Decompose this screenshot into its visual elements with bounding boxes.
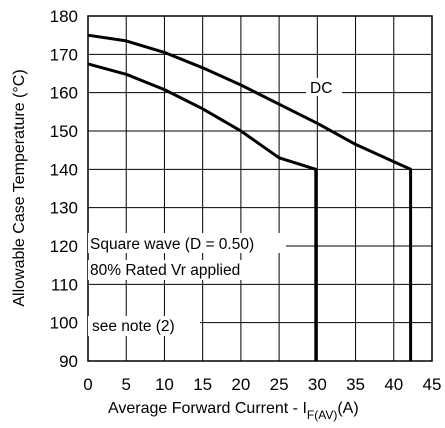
x-axis-title-unit: (A) (337, 400, 358, 417)
y-tick-label: 140 (50, 160, 78, 179)
square-wave-annotation: Square wave (D = 0.50) (90, 236, 254, 253)
x-tick-label: 25 (270, 375, 289, 394)
dc-curve (87, 33, 413, 361)
x-axis-title-main: Average Forward Current - I (108, 400, 307, 417)
y-tick-label: 120 (50, 237, 78, 256)
y-tick-label: 180 (50, 7, 78, 26)
y-tick-label: 90 (59, 352, 78, 371)
y-axis-title: Allowable Case Temperature (°C) (11, 69, 28, 306)
y-tick-label: 130 (50, 199, 78, 218)
square-wave-bg (88, 233, 286, 253)
y-tick-label: 170 (50, 45, 78, 64)
x-tick-label: 40 (384, 375, 403, 394)
tick-labels: 0 5 10 15 20 25 30 35 40 45 90 100 110 120 130 140 150 16… (50, 7, 442, 394)
x-tick-label: 10 (155, 375, 174, 394)
plot-frame (87, 15, 433, 362)
dc-series-label: DC (310, 80, 332, 97)
y-tick-label: 110 (51, 275, 78, 294)
rated-voltage-annotation: 80% Rated Vr applied (90, 262, 240, 279)
square-wave-curve (87, 62, 318, 361)
x-tick-label: 0 (83, 375, 92, 394)
rated-bg (88, 260, 276, 280)
x-axis-title: Average Forward Current - IF(AV)(A) (108, 400, 359, 422)
x-tick-label: 5 (121, 375, 130, 394)
x-tick-label: 15 (193, 375, 212, 394)
y-tick-label: 160 (50, 84, 78, 103)
x-axis-title-subscript: F(AV) (307, 408, 337, 422)
x-tick-label: 20 (231, 375, 250, 394)
x-tick-label: 45 (423, 375, 442, 394)
annotations: DC Square wave (D = 0.50) 80% Rated Vr a… (88, 78, 342, 336)
grid (88, 16, 432, 361)
dc-label-bg (306, 78, 342, 96)
y-tick-label: 100 (50, 314, 78, 333)
x-tick-label: 35 (346, 375, 365, 394)
note-bg (88, 316, 200, 336)
x-tick-label: 30 (308, 375, 327, 394)
curves (87, 33, 413, 361)
note-annotation: see note (2) (92, 318, 175, 335)
y-tick-label: 150 (50, 122, 78, 141)
